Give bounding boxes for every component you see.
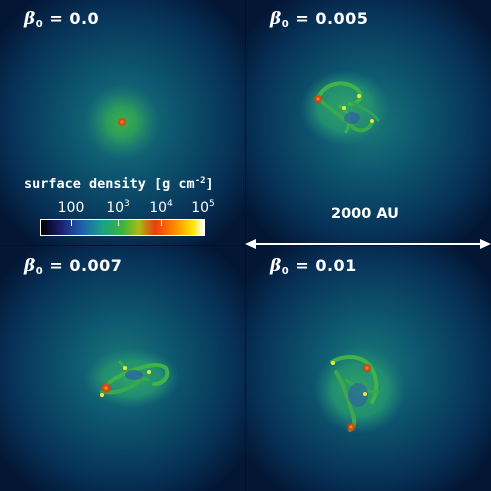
equals-sign: = (49, 256, 64, 275)
beta-subscript: 0 (35, 19, 44, 30)
panel-1-label: β0 = 0.0 (24, 9, 99, 30)
equals-sign: = (295, 9, 310, 28)
beta-symbol: β (270, 9, 282, 29)
colorbar-tick-label: 105 (191, 199, 215, 216)
colorbar-title-end: ] (205, 176, 214, 192)
colorbar-title: surface density [g cm-2] (24, 176, 214, 192)
panel-3-density (84, 348, 180, 408)
panel-2-label: β0 = 0.005 (270, 9, 368, 30)
beta-symbol: β (24, 9, 36, 29)
beta-value: 0.007 (69, 256, 123, 275)
colorbar-gradient (41, 220, 204, 235)
colorbar-tick (118, 220, 119, 226)
equals-sign: = (295, 256, 310, 275)
beta-symbol: β (24, 256, 36, 276)
colorbar-tick (161, 220, 162, 226)
colorbar-title-exponent: -2 (194, 176, 206, 186)
scale-bar (245, 239, 491, 249)
equals-sign: = (49, 9, 64, 28)
scale-bar-label: 2000 AU (331, 206, 399, 222)
beta-subscript: 0 (35, 266, 44, 277)
colorbar-tick (203, 220, 204, 226)
panel-4-label: β0 = 0.01 (270, 256, 357, 277)
colorbar-tick-label: 100 (58, 199, 85, 216)
beta-value: 0.005 (315, 9, 369, 28)
colorbar-tick-label: 103 (106, 199, 130, 216)
tick-exponent: 5 (209, 199, 215, 209)
tick-base: 10 (149, 200, 168, 216)
tick-base: 10 (106, 200, 125, 216)
tick-base: 100 (57, 200, 85, 216)
colorbar-title-main: surface density [g cm (24, 176, 195, 192)
panel-4-density (314, 346, 406, 434)
beta-value: 0.01 (315, 256, 357, 275)
beta-value: 0.0 (69, 9, 100, 28)
tick-base: 10 (191, 200, 210, 216)
panel-3-label: β0 = 0.007 (24, 256, 122, 277)
tick-exponent: 3 (124, 199, 130, 209)
panel-2-density (300, 70, 390, 146)
beta-symbol: β (270, 256, 282, 276)
colorbar (40, 219, 205, 236)
colorbar-tick (71, 220, 72, 226)
colorbar-tick-label: 104 (149, 199, 173, 216)
panel-1-density (84, 84, 160, 160)
beta-subscript: 0 (281, 19, 290, 30)
tick-exponent: 4 (167, 199, 173, 209)
beta-subscript: 0 (281, 266, 290, 277)
